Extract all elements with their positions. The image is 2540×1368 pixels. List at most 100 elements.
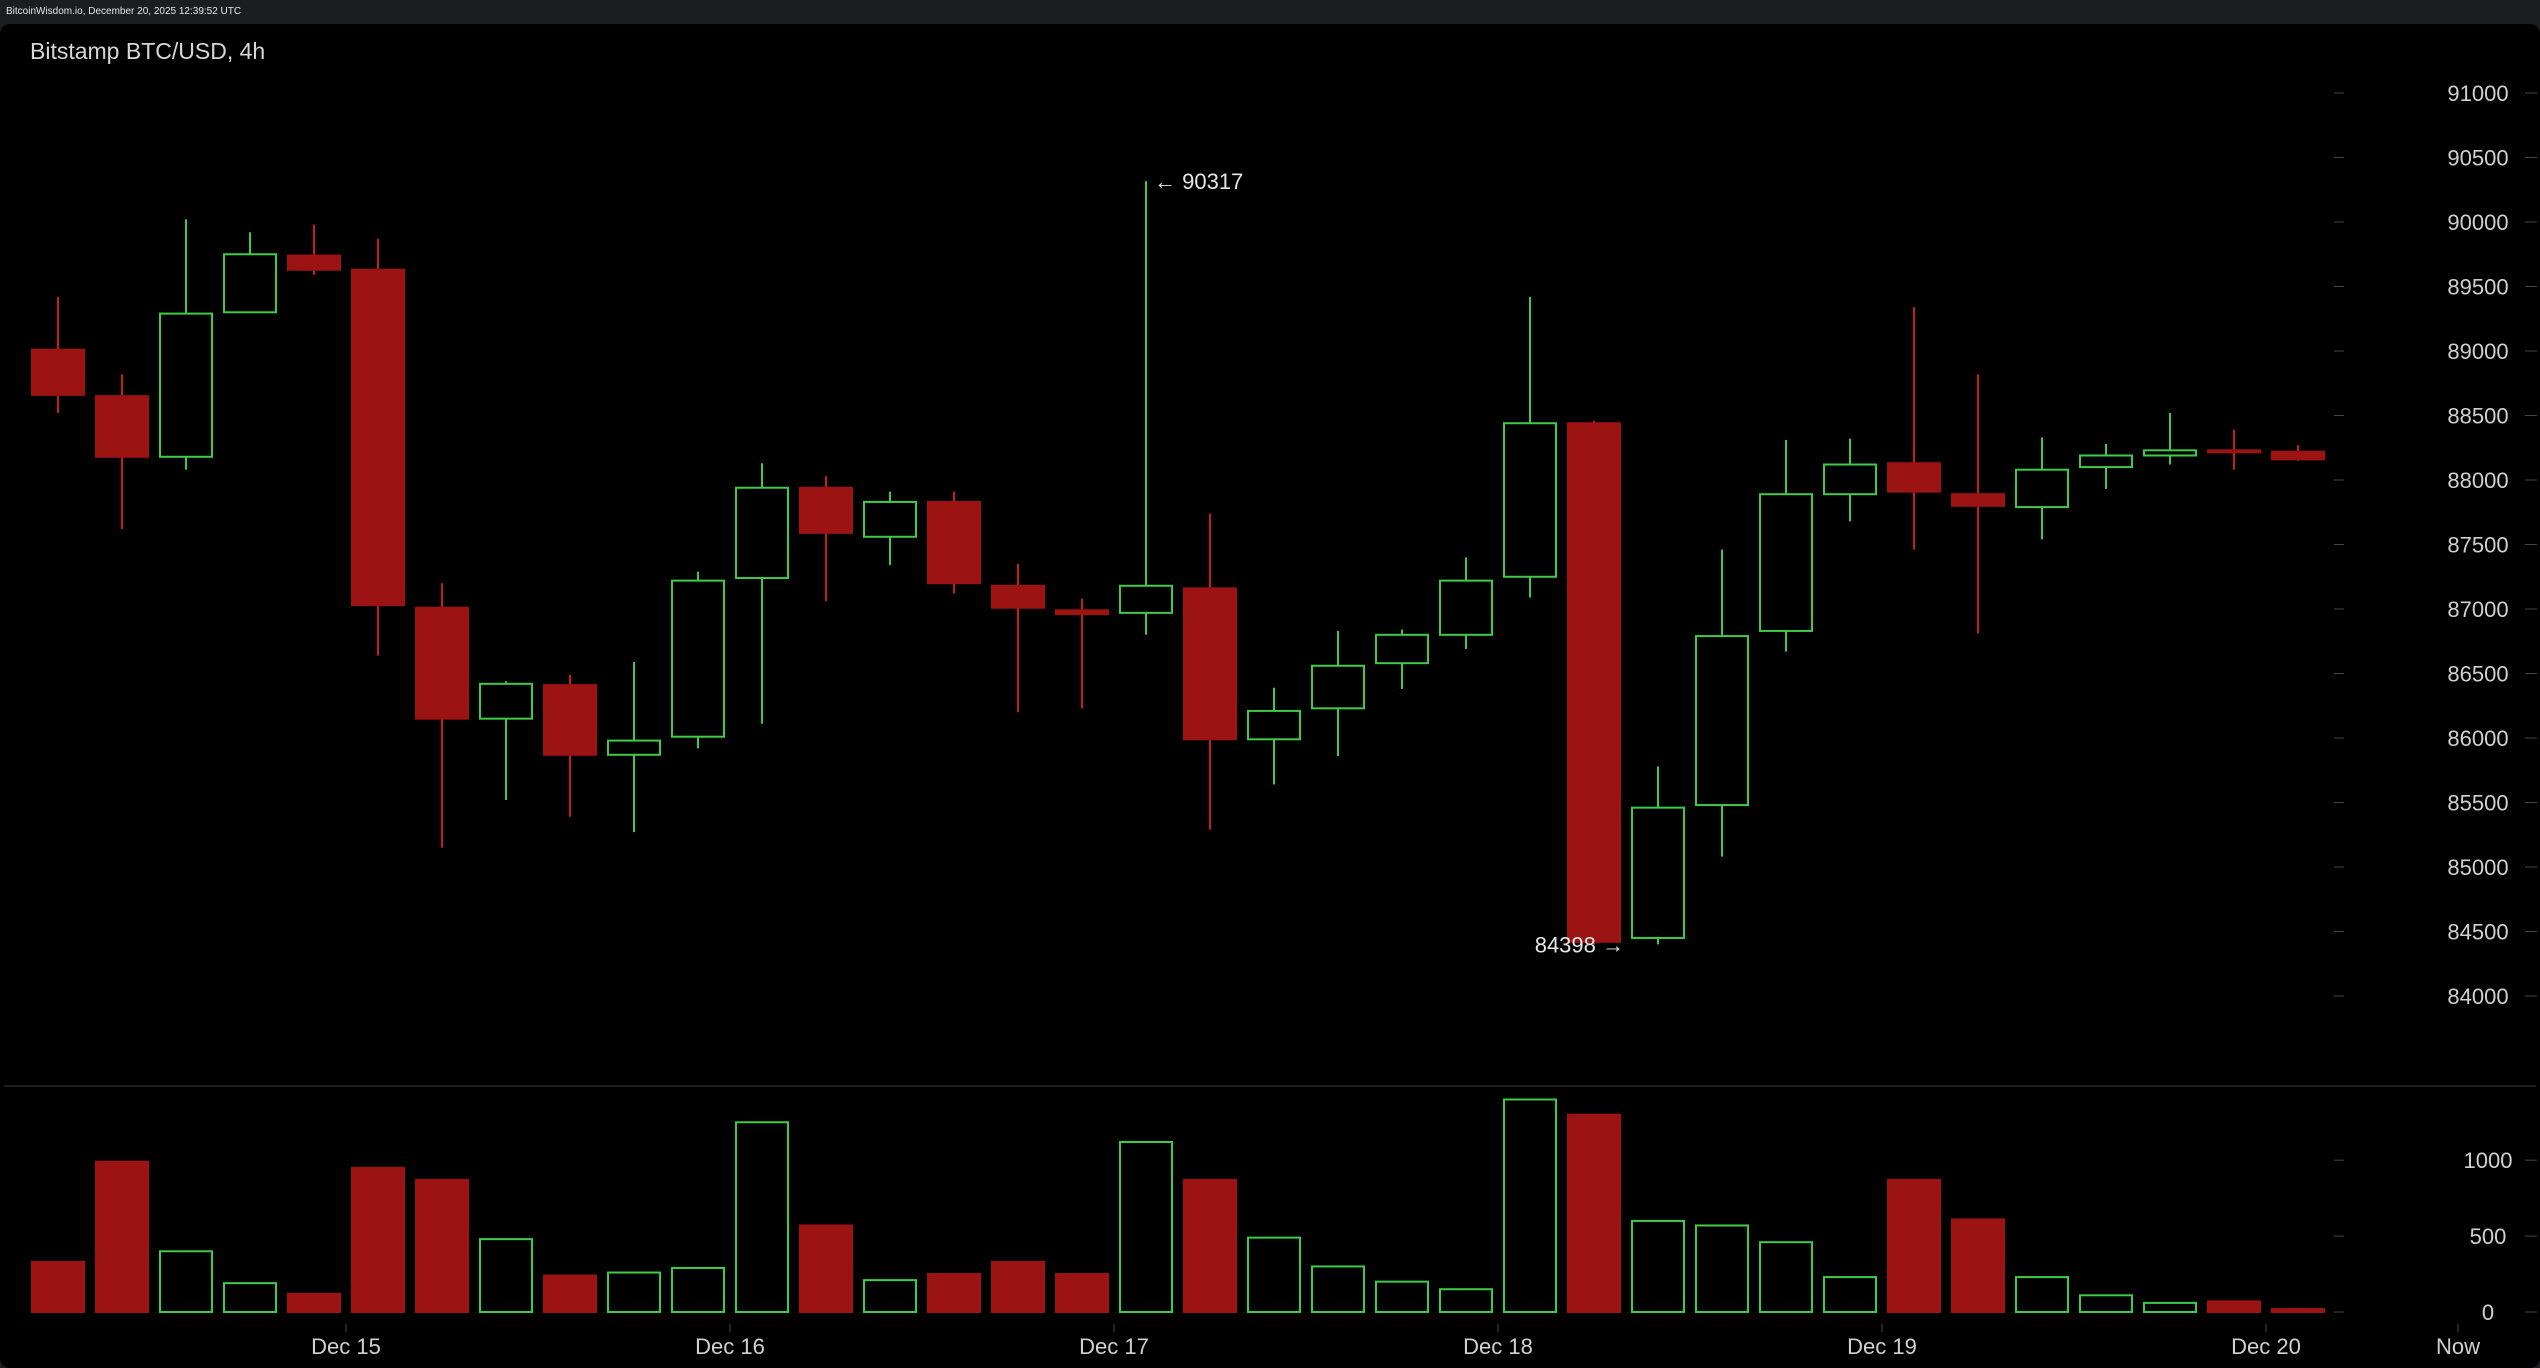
volume-bar[interactable]: [607, 1271, 661, 1313]
time-tick-label: Now: [2436, 1334, 2480, 1359]
volume-bar[interactable]: [1055, 1273, 1109, 1314]
volume-bar[interactable]: [2271, 1307, 2325, 1313]
candle[interactable]: [31, 296, 85, 413]
topbar-caption: BitcoinWisdom.io, December 20, 2025 12:3…: [6, 6, 242, 17]
candle-body-up: [1759, 493, 1813, 632]
volume-bar[interactable]: [1247, 1236, 1301, 1314]
candle[interactable]: [351, 238, 405, 656]
volume-bar[interactable]: [927, 1273, 981, 1314]
price-tick-label: 88000: [2447, 468, 2508, 493]
candle[interactable]: [287, 224, 341, 275]
candle[interactable]: [991, 563, 1045, 713]
volume-bar[interactable]: [415, 1178, 469, 1313]
candle[interactable]: [1311, 630, 1365, 757]
candle[interactable]: [1887, 307, 1941, 550]
candle[interactable]: [927, 491, 981, 594]
candle-body-up: [735, 486, 789, 580]
candle[interactable]: [543, 674, 597, 817]
candle-body-up: [1823, 463, 1877, 496]
candle[interactable]: [1375, 629, 1429, 689]
candle[interactable]: [863, 491, 917, 566]
candle[interactable]: [1119, 181, 1173, 635]
volume-bar[interactable]: [1759, 1241, 1813, 1313]
candle[interactable]: [607, 661, 661, 833]
price-tick-label: 86500: [2447, 662, 2508, 687]
volume-bar[interactable]: [1567, 1113, 1621, 1314]
volume-bars[interactable]: [31, 1098, 2325, 1314]
candle[interactable]: [1183, 513, 1237, 830]
candle-body-up: [1247, 709, 1301, 741]
candle[interactable]: [1055, 598, 1109, 709]
volume-bar[interactable]: [2015, 1276, 2069, 1314]
volume-bar[interactable]: [1695, 1224, 1749, 1313]
volume-bar[interactable]: [2207, 1300, 2261, 1314]
volume-bar[interactable]: [1823, 1276, 1877, 1314]
volume-bar[interactable]: [31, 1260, 85, 1314]
candles[interactable]: [31, 181, 2325, 945]
axis-ticks: [4, 92, 2537, 1332]
time-tick-label: Dec 20: [2231, 1334, 2301, 1359]
candle-body-down: [2271, 450, 2325, 461]
candle[interactable]: [415, 583, 469, 848]
volume-bar[interactable]: [1503, 1098, 1557, 1313]
volume-bar[interactable]: [799, 1224, 853, 1313]
volume-bar[interactable]: [1631, 1219, 1685, 1314]
volume-bar[interactable]: [1311, 1265, 1365, 1313]
candle[interactable]: [671, 571, 725, 749]
time-tick-label: Dec 19: [1847, 1334, 1917, 1359]
volume-bar[interactable]: [1119, 1140, 1173, 1314]
candle[interactable]: [1439, 557, 1493, 649]
volume-bar[interactable]: [543, 1274, 597, 1313]
volume-bar[interactable]: [991, 1260, 1045, 1314]
volume-bar[interactable]: [1439, 1288, 1493, 1313]
candle-body-down: [799, 486, 853, 534]
candle[interactable]: [799, 476, 853, 602]
candle[interactable]: [1951, 374, 2005, 634]
candle[interactable]: [2271, 445, 2325, 461]
candlestick-chart[interactable]: 84000 84500 85000 85500 86000 86500 87000 87500…: [0, 24, 2540, 1368]
price-tick-label: 86000: [2447, 726, 2508, 751]
candle[interactable]: [1567, 420, 1621, 945]
volume-bar[interactable]: [863, 1279, 917, 1313]
candle[interactable]: [1247, 687, 1301, 785]
candle[interactable]: [223, 232, 277, 314]
candle[interactable]: [479, 681, 533, 800]
candle-body-down: [1887, 462, 1941, 493]
volume-bar[interactable]: [1887, 1178, 1941, 1313]
chart-title: Bitstamp BTC/USD, 4h: [30, 38, 266, 64]
volume-bar[interactable]: [95, 1160, 149, 1314]
chart-frame[interactable]: 84000 84500 85000 85500 86000 86500 87000 87500…: [0, 24, 2540, 1368]
candle[interactable]: [2207, 429, 2261, 470]
volume-bar[interactable]: [735, 1121, 789, 1313]
volume-bar[interactable]: [2079, 1294, 2133, 1314]
volume-bar[interactable]: [1375, 1280, 1429, 1314]
volume-bar[interactable]: [351, 1166, 405, 1314]
candle[interactable]: [1695, 549, 1749, 857]
candle[interactable]: [159, 219, 213, 470]
candle[interactable]: [1759, 440, 1813, 652]
candle[interactable]: [95, 374, 149, 530]
price-tick-label: 85500: [2447, 791, 2508, 816]
price-tick-label: 87500: [2447, 533, 2508, 558]
candle[interactable]: [2079, 443, 2133, 490]
volume-bar[interactable]: [223, 1282, 277, 1313]
volume-bar[interactable]: [2143, 1301, 2197, 1313]
candle-body-up: [2143, 449, 2197, 457]
candle-body-up: [479, 682, 533, 720]
volume-bar[interactable]: [671, 1266, 725, 1314]
volume-bar[interactable]: [1951, 1218, 2005, 1313]
candle[interactable]: [1823, 438, 1877, 522]
volume-bar[interactable]: [479, 1238, 533, 1313]
volume-bar[interactable]: [159, 1250, 213, 1314]
price-tick-label: 88500: [2447, 404, 2508, 429]
candle-body-down: [1567, 422, 1621, 943]
candle[interactable]: [1503, 296, 1557, 598]
candle[interactable]: [2015, 437, 2069, 540]
candle-body-up: [671, 579, 725, 738]
candle[interactable]: [735, 463, 789, 724]
volume-axis-labels: 0 500 1000: [2464, 1148, 2513, 1325]
volume-bar[interactable]: [1183, 1178, 1237, 1313]
candle[interactable]: [2143, 412, 2197, 465]
volume-bar[interactable]: [287, 1292, 341, 1314]
candle[interactable]: [1631, 766, 1685, 945]
